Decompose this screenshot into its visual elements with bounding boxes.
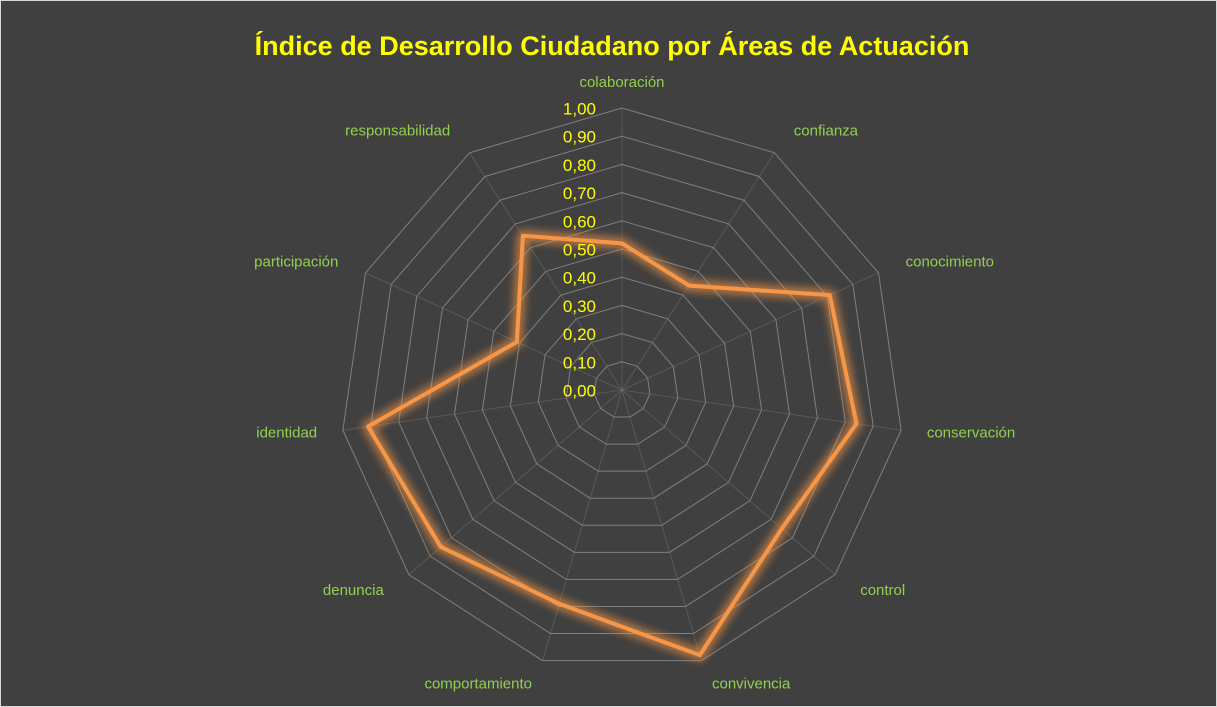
grid-ring [565,333,679,445]
spoke [342,389,623,431]
category-label: responsabilidad [345,123,450,140]
y-tick-label: 0,80 [563,156,596,175]
spoke [621,152,775,391]
category-label: convivencia [712,676,791,693]
spoke [621,272,879,391]
category-label: participación [254,253,338,270]
spoke [469,152,623,391]
category-label: confianza [794,123,859,140]
spoke [621,389,836,576]
grid-ring [342,107,902,662]
category-label: comportamiento [424,676,532,693]
y-tick-label: 0,30 [563,297,596,316]
category-label: denuncia [323,582,385,599]
series-line [365,233,859,658]
grid-ring [481,248,763,526]
chart-title: Índice de Desarrollo Ciudadano por Áreas… [255,30,970,61]
y-tick-label: 0,90 [563,128,596,147]
y-tick-label: 0,10 [563,353,596,372]
y-tick-label: 0,50 [563,240,596,259]
category-label: conocimiento [906,253,994,270]
category-label: identidad [256,425,317,442]
grid-ring [509,276,735,499]
y-tick-label: 0,40 [563,269,596,288]
grid-ring [537,304,707,472]
spoke [542,389,623,661]
grid-ring [370,135,874,635]
y-tick-label: 1,00 [563,99,596,118]
spoke [621,389,702,661]
spoke [365,272,623,391]
grid-ring [593,361,651,418]
category-label: control [860,582,905,599]
category-label: conservación [927,425,1015,442]
y-tick-label: 0,70 [563,184,596,203]
grid: colaboración confianza conocimiento conserv… [254,74,1015,693]
plot: 0,00 0,10 0,20 0,30 0,40 0,50 0,60 0,70 0,80 0,90… [361,99,863,662]
category-label: colaboración [579,74,664,91]
y-tick-label: 0,00 [563,381,596,400]
y-tick-label: 0,60 [563,212,596,231]
y-tick-label: 0,20 [563,325,596,344]
grid-ring [454,220,790,553]
grid-ring [398,163,846,607]
